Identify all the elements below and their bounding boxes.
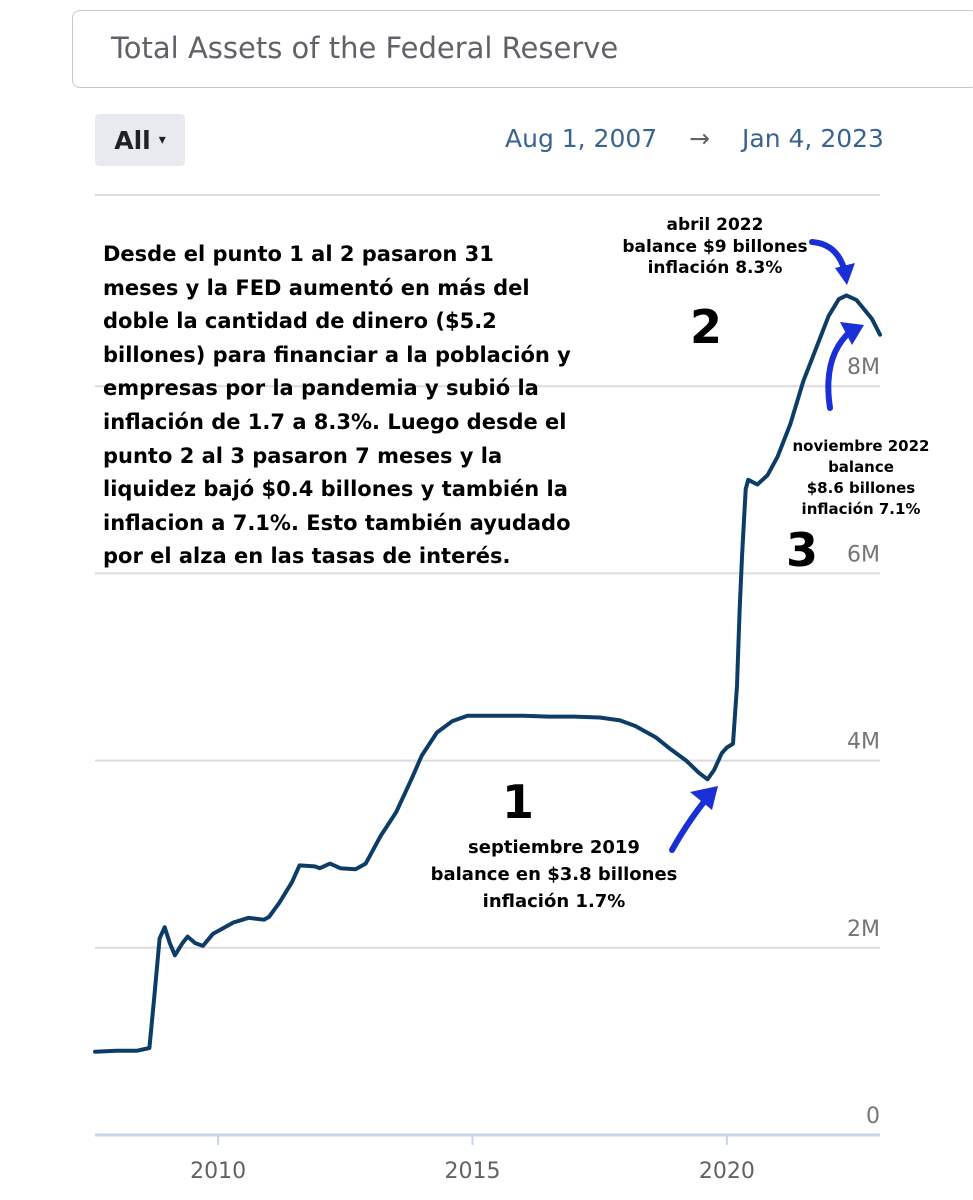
annotation-line: balance $9 billones xyxy=(622,236,808,257)
x-axis-ticks: 2010 2015 2020 xyxy=(190,1135,755,1184)
date-range: Aug 1, 2007 → Jan 4, 2023 xyxy=(505,124,884,153)
arrow-icon-point3 xyxy=(825,327,855,411)
x-tick-label: 2015 xyxy=(444,1159,500,1184)
x-tick-label: 2020 xyxy=(699,1159,755,1184)
y-axis-ticks: 0 2M 4M 6M 8M xyxy=(847,355,880,1129)
arrow-head-point1 xyxy=(690,786,718,810)
annotation-point2: abril 2022 balance $9 billones inflación… xyxy=(610,215,820,280)
range-dropdown-label: All xyxy=(114,125,151,155)
arrow-head-point2 xyxy=(835,263,855,285)
annotation-line: balance en $3.8 billones xyxy=(430,864,678,885)
point-number-2: 2 xyxy=(690,300,723,354)
annotation-line: balance xyxy=(828,458,894,476)
x-tick-label: 2010 xyxy=(190,1159,246,1184)
chevron-down-icon: ▾ xyxy=(158,132,166,148)
point-number-3: 3 xyxy=(786,523,819,577)
arrow-right-icon: → xyxy=(689,124,711,153)
annotation-line: inflación 1.7% xyxy=(482,891,626,912)
annotation-line: inflación 8.3% xyxy=(647,258,783,279)
search-input[interactable]: Total Assets of the Federal Reserve xyxy=(72,10,973,88)
y-tick-label: 0 xyxy=(866,1104,880,1129)
grid xyxy=(95,194,880,1137)
y-tick-label: 4M xyxy=(847,730,880,755)
annotation-point1: septiembre 2019 balance en $3.8 billones… xyxy=(408,834,700,915)
annotation-paragraph: Desde el punto 1 al 2 pasaron 31 meses y… xyxy=(103,242,571,569)
arrow-head-point3 xyxy=(840,322,864,345)
end-date[interactable]: Jan 4, 2023 xyxy=(742,124,884,153)
range-dropdown[interactable]: All ▾ xyxy=(95,114,185,166)
annotation-arrows xyxy=(669,239,864,853)
search-input-value: Total Assets of the Federal Reserve xyxy=(111,31,619,65)
series-line-total-assets xyxy=(93,293,882,1054)
y-tick-label: 6M xyxy=(847,542,880,567)
annotation-line: $8.6 billones xyxy=(806,479,916,497)
annotation-line: abril 2022 xyxy=(666,215,764,235)
annotation-line: inflación 7.1% xyxy=(801,500,921,518)
annotation-point3: noviembre 2022 balance $8.6 billones inf… xyxy=(786,436,936,520)
y-tick-label: 2M xyxy=(847,917,880,942)
y-tick-label: 8M xyxy=(847,355,880,380)
point-number-1: 1 xyxy=(502,775,535,829)
start-date[interactable]: Aug 1, 2007 xyxy=(505,124,658,153)
annotation-line: septiembre 2019 xyxy=(468,837,640,858)
annotation-line: noviembre 2022 xyxy=(792,437,930,455)
